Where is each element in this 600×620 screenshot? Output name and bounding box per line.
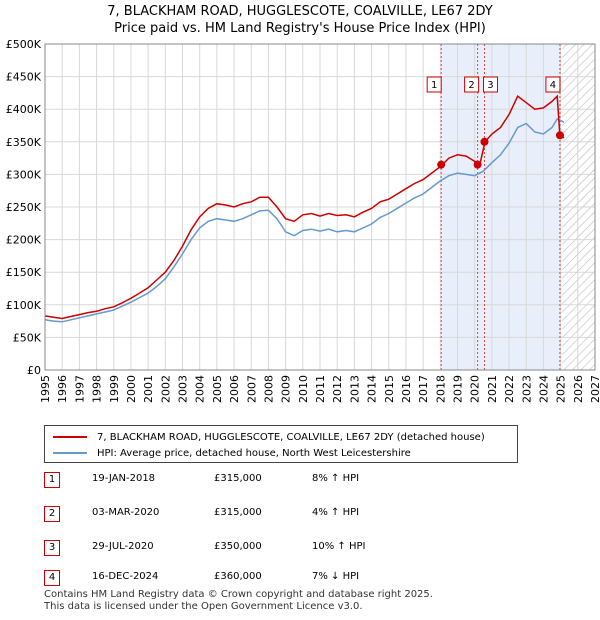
x-tick-label: 2001 <box>142 375 155 403</box>
transaction-price: £315,000 <box>214 507 262 518</box>
transaction-hpi-diff: 8% ↑ HPI <box>312 473 360 484</box>
x-tick-label: 2018 <box>434 375 447 403</box>
x-tick-label: 2010 <box>297 375 310 403</box>
transaction-number-badge: 1 <box>44 472 60 488</box>
x-tick-label: 1996 <box>56 375 69 403</box>
legend-item-hpi: HPI: Average price, detached house, Nort… <box>53 445 411 461</box>
sale-label-box <box>464 76 480 93</box>
x-tick-label: 2011 <box>314 375 327 403</box>
legend-label-price: 7, BLACKHAM ROAD, HUGGLESCOTE, COALVILLE… <box>97 431 485 443</box>
x-tick-label: 2003 <box>177 375 190 403</box>
transaction-number-badge: 3 <box>44 540 60 556</box>
x-tick-label: 2004 <box>194 375 207 403</box>
x-tick-label: 2021 <box>486 375 499 403</box>
price-paid-line <box>44 94 565 320</box>
x-tick-label: 2008 <box>262 375 275 403</box>
x-tick-label: 2017 <box>417 375 430 403</box>
y-tick-label: £300K <box>6 168 42 181</box>
x-tick-label: 1998 <box>91 375 104 403</box>
x-tick-label: 2025 <box>555 375 568 403</box>
y-tick-label: £100K <box>6 299 42 312</box>
y-tick-label: £400K <box>6 103 42 116</box>
transaction-row: 3 29-JUL-2020 £350,000 10% ↑ HPI <box>44 538 484 560</box>
y-tick-label: £250K <box>6 201 42 214</box>
x-tick-label: 1997 <box>73 375 86 403</box>
chart-title-address: 7, BLACKHAM ROAD, HUGGLESCOTE, COALVILLE… <box>107 4 493 19</box>
sale-point <box>473 160 482 169</box>
x-tick-label: 2020 <box>469 375 482 403</box>
x-tick-label: 2022 <box>503 375 516 403</box>
transaction-date: 03-MAR-2020 <box>92 507 160 518</box>
x-tick-label: 2006 <box>228 375 241 403</box>
sale-point <box>480 137 489 146</box>
sale-label-box <box>426 76 442 93</box>
legend-label-hpi: HPI: Average price, detached house, Nort… <box>97 447 411 459</box>
transaction-price: £350,000 <box>214 541 262 552</box>
chart-legend: 7, BLACKHAM ROAD, HUGGLESCOTE, COALVILLE… <box>44 425 518 463</box>
y-tick-label: £150K <box>6 266 42 279</box>
transaction-date: 19-JAN-2018 <box>92 473 156 484</box>
transaction-hpi-diff: 4% ↑ HPI <box>312 507 360 518</box>
x-tick-label: 2013 <box>348 375 361 403</box>
transaction-row: 1 19-JAN-2018 £315,000 8% ↑ HPI <box>44 470 484 492</box>
transaction-price: £315,000 <box>214 473 262 484</box>
footer-licence: This data is licensed under the Open Gov… <box>44 601 363 612</box>
sale-label-number: 1 <box>431 80 437 91</box>
legend-item-price: 7, BLACKHAM ROAD, HUGGLESCOTE, COALVILLE… <box>53 429 485 445</box>
x-tick-label: 2026 <box>572 375 585 403</box>
x-tick-label: 2012 <box>331 375 344 403</box>
y-tick-label: £0 <box>27 364 41 377</box>
chart-title-subtitle: Price paid vs. HM Land Registry's House … <box>114 21 486 36</box>
x-tick-label: 1999 <box>108 375 121 403</box>
x-tick-label: 2019 <box>452 375 465 403</box>
y-tick-label: £500K <box>6 38 42 51</box>
y-tick-label: £50K <box>13 331 42 344</box>
x-tick-label: 2016 <box>400 375 413 403</box>
transaction-hpi-diff: 10% ↑ HPI <box>312 541 366 552</box>
y-tick-label: £350K <box>6 136 42 149</box>
transaction-hpi-diff: 7% ↓ HPI <box>312 571 360 582</box>
sale-point <box>437 160 446 169</box>
transaction-date: 16-DEC-2024 <box>92 571 159 582</box>
legend-swatch-price <box>53 436 87 438</box>
plot-frame <box>44 43 596 371</box>
x-tick-label: 2015 <box>383 375 396 403</box>
x-tick-label: 2002 <box>159 375 172 403</box>
sale-label-box <box>482 76 498 93</box>
price-chart: £0 £50K £100K £150K £200K £250K £300K £350K £400… <box>6 38 600 403</box>
transaction-date: 29-JUL-2020 <box>92 541 154 552</box>
transaction-number-badge: 4 <box>44 570 60 586</box>
x-tick-label: 2005 <box>211 375 224 403</box>
x-tick-label: 2023 <box>520 375 533 403</box>
x-tick-label: 2024 <box>537 375 550 403</box>
transaction-number-badge: 2 <box>44 506 60 522</box>
transaction-row: 4 16-DEC-2024 £360,000 7% ↓ HPI <box>44 568 484 590</box>
sale-point <box>555 131 564 140</box>
transaction-row: 2 03-MAR-2020 £315,000 4% ↑ HPI <box>44 504 484 526</box>
legend-swatch-hpi <box>53 452 87 454</box>
sale-label-box <box>545 76 561 93</box>
y-tick-label: £450K <box>6 71 42 84</box>
x-tick-label: 2009 <box>280 375 293 403</box>
transaction-price: £360,000 <box>214 571 262 582</box>
y-tick-label: £200K <box>6 234 42 247</box>
sale-label-number: 2 <box>468 80 474 91</box>
sale-label-number: 3 <box>487 80 493 91</box>
x-tick-label: 2027 <box>589 375 600 403</box>
hpi-line <box>44 118 565 323</box>
x-tick-label: 2000 <box>125 375 138 403</box>
x-tick-label: 1995 <box>39 375 52 403</box>
x-tick-label: 2014 <box>366 375 379 403</box>
footer-copyright: Contains HM Land Registry data © Crown c… <box>44 589 433 600</box>
sale-label-number: 4 <box>550 80 556 91</box>
x-tick-label: 2007 <box>245 375 258 403</box>
